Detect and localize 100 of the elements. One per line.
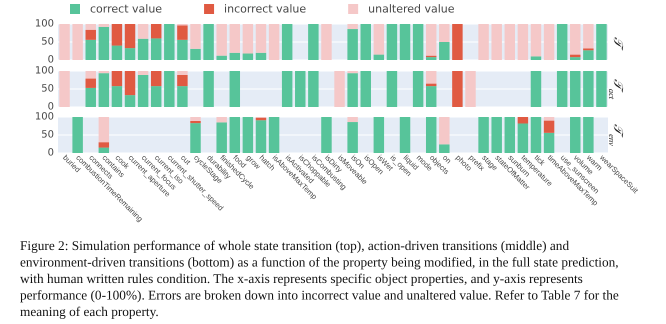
bar (98, 24, 110, 27)
bar (72, 24, 83, 60)
bar (596, 24, 607, 60)
bar (177, 25, 188, 40)
bar (570, 54, 580, 58)
bar (374, 24, 384, 55)
bar (124, 24, 136, 48)
bar (491, 117, 502, 153)
bar (544, 117, 554, 121)
bar (439, 144, 450, 153)
bar (59, 71, 70, 107)
bar (530, 56, 542, 60)
bar (504, 24, 516, 60)
bar (138, 24, 148, 39)
bar (164, 24, 175, 60)
bar (256, 24, 266, 53)
bar (347, 117, 358, 122)
bar (347, 29, 358, 60)
bar (150, 24, 162, 38)
y-tick-label: 50 (41, 84, 54, 94)
bar (256, 120, 266, 153)
bar (282, 24, 292, 60)
bar (530, 117, 542, 153)
bar (570, 24, 580, 55)
bar (190, 123, 201, 153)
bar (190, 48, 201, 60)
legend-label: unaltered value (368, 2, 455, 16)
bar (216, 122, 227, 153)
bar (86, 78, 96, 88)
bar (583, 71, 594, 107)
y-tick-label: 50 (41, 36, 54, 48)
bar (518, 24, 528, 60)
bar (72, 117, 83, 153)
bar (439, 117, 450, 144)
y-tick-label: 100 (34, 18, 54, 30)
bar (426, 117, 436, 153)
bar (86, 88, 96, 107)
y-tick-label: 50 (41, 130, 54, 140)
bar (426, 86, 436, 107)
bar (124, 71, 136, 96)
bar (518, 123, 528, 153)
bar (150, 86, 162, 107)
bar (465, 71, 476, 107)
bar (412, 71, 424, 107)
legend-label: correct value (90, 2, 162, 16)
bar (400, 24, 410, 60)
bar (98, 73, 110, 107)
bar (491, 24, 502, 60)
y-tick-label: 0 (48, 148, 54, 158)
bar (256, 118, 266, 120)
bar (177, 86, 188, 107)
y-tick-label: 0 (48, 102, 54, 112)
bar (150, 71, 162, 86)
bar (86, 24, 96, 30)
bar (583, 50, 594, 60)
bar (268, 24, 280, 60)
bar (230, 117, 240, 153)
bar (242, 54, 254, 60)
bar (347, 24, 358, 30)
bar (98, 26, 110, 60)
bar (321, 117, 332, 153)
bar (426, 84, 436, 86)
bar (86, 40, 96, 60)
bar (452, 71, 463, 107)
bar (216, 56, 227, 60)
bar (177, 71, 188, 75)
bar (439, 24, 450, 42)
bar (308, 24, 319, 60)
bar (439, 42, 450, 60)
bar (596, 71, 607, 107)
bar (112, 71, 122, 86)
bar (138, 74, 148, 107)
text: 𝒯 (611, 37, 626, 51)
bar (242, 117, 254, 153)
bar (570, 71, 580, 107)
bar (86, 30, 96, 40)
bar (124, 48, 136, 60)
bar (98, 117, 110, 142)
bar (556, 71, 568, 107)
bar (112, 24, 122, 46)
bar (321, 24, 332, 60)
bar (282, 71, 292, 107)
bar (59, 24, 70, 60)
bar (544, 24, 554, 60)
bar (426, 57, 436, 60)
bar (478, 117, 489, 153)
bar (347, 73, 358, 107)
bar (374, 54, 384, 60)
bar (190, 24, 201, 49)
y-tick-label: 100 (34, 112, 54, 122)
bar (530, 24, 542, 56)
bar (230, 24, 240, 53)
bar (98, 142, 110, 148)
bar (112, 86, 122, 107)
bar (386, 71, 398, 107)
bar (177, 74, 188, 86)
bar (530, 71, 542, 107)
bar (242, 24, 254, 54)
bar (256, 52, 266, 60)
bar (556, 24, 568, 60)
